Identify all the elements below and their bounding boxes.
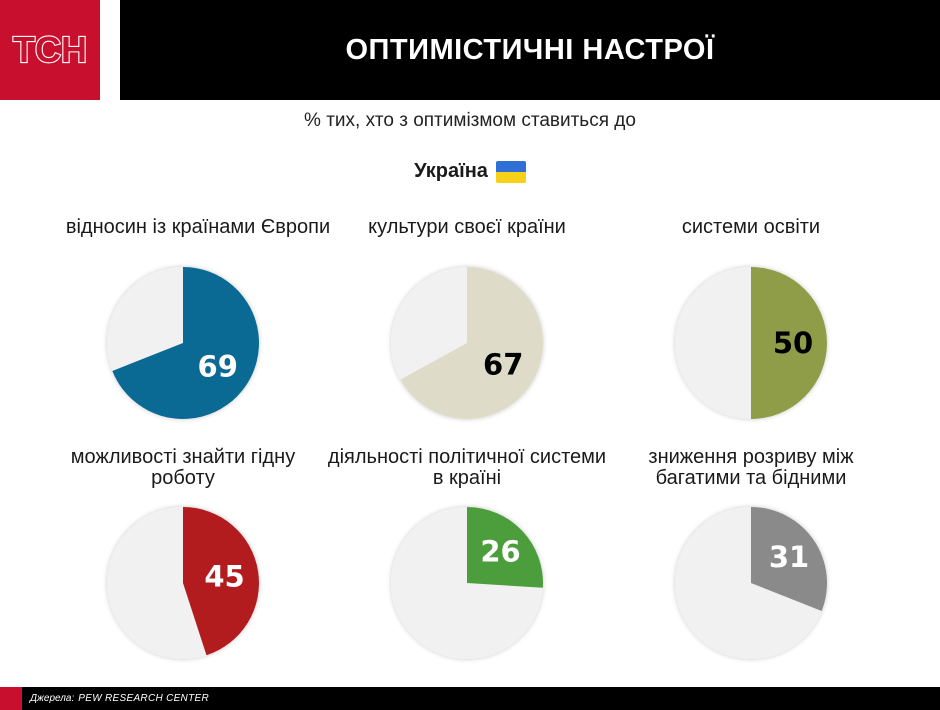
pie-value-label: 26 (480, 535, 520, 569)
pie-inequality: 31 (675, 507, 827, 659)
tsn-logo[interactable]: ТСН (0, 0, 100, 100)
footer-accent (0, 687, 22, 710)
chart-subtitle: % тих, хто з оптимізмом ставиться до (304, 110, 636, 131)
pie-title-work: можливості знайти гідну роботу (70, 446, 296, 489)
pie-work: 45 (107, 507, 260, 659)
pie-title-culture: культури своєї країни (368, 216, 566, 238)
country-label: Україна (414, 160, 488, 182)
pie-value-label: 50 (773, 326, 813, 360)
pie-title-inequality: зниження розриву між багатими та бідними (648, 446, 854, 489)
ukraine-flag-icon (495, 160, 526, 183)
pie-value-label: 69 (198, 350, 238, 384)
pie-politics: 26 (391, 507, 543, 659)
country-row: Україна (0, 160, 940, 183)
pie-title-politics: діяльності політичної системи в країні (327, 446, 607, 489)
pie-europe: 69 (107, 267, 260, 419)
pie-slice (112, 267, 260, 419)
footer-source-label: Джерела: (30, 693, 75, 704)
pie-value-label: 31 (769, 540, 809, 574)
pie-education: 50 (675, 267, 827, 419)
footer-source: Джерела: PEW RESEARCH CENTER (30, 687, 209, 710)
pie-value-label: 67 (483, 347, 523, 381)
header-bar (120, 0, 940, 100)
pie-slice (751, 267, 827, 419)
pie-slice (183, 507, 260, 656)
pie-slice (751, 507, 827, 611)
pie-slice (467, 507, 543, 588)
page-title: ОПТИМІСТИЧНІ НАСТРОЇ (345, 33, 715, 66)
pie-value-label: 45 (204, 559, 244, 593)
footer-source-name: PEW RESEARCH CENTER (78, 693, 209, 704)
pie-title-education: системи освіти (681, 216, 821, 238)
tsn-logo-mark: ТСН (12, 30, 88, 70)
svg-text:ТСН: ТСН (13, 30, 87, 70)
footer-bar (0, 687, 940, 710)
pie-slice (400, 267, 544, 419)
pie-culture: 67 (391, 267, 544, 419)
pie-title-europe: відносин із країнами Європи (65, 216, 331, 238)
